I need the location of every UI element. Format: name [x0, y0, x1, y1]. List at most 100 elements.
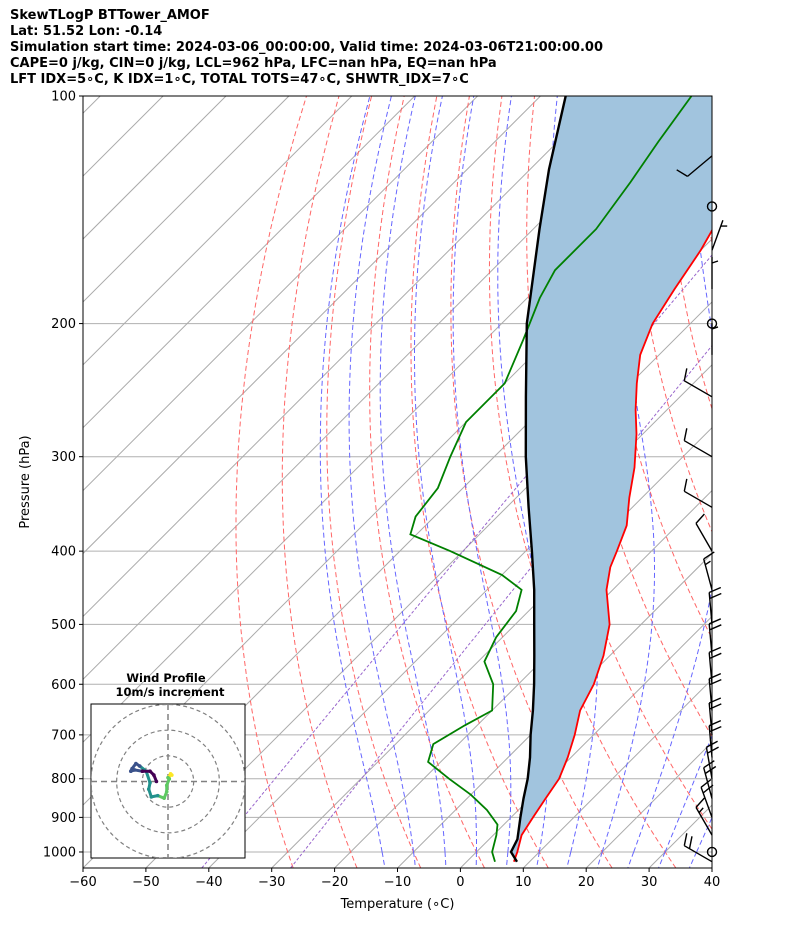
- moist-adiabat: [536, 851, 540, 868]
- hodograph-point: [162, 796, 166, 800]
- y-axis-label: Pressure (hPa): [18, 435, 33, 528]
- x-tick-label: 20: [578, 875, 595, 890]
- wind-barb: [676, 155, 713, 177]
- hodograph-point: [148, 769, 152, 774]
- x-tick-label: −10: [384, 875, 411, 890]
- stability-line: CAPE=0 j/kg, CIN=0 j/kg, LCL=962 hPa, LF…: [10, 56, 497, 71]
- profile-series: [409, 96, 712, 863]
- hodograph-point: [132, 768, 137, 772]
- x-axis-label: Temperature (∘C): [340, 897, 455, 912]
- moist-adiabat: [414, 96, 477, 852]
- hodograph-point: [128, 769, 133, 774]
- wind-barb: [683, 478, 713, 508]
- y-tick-label: 1000: [43, 845, 76, 860]
- y-tick-label: 800: [51, 772, 76, 787]
- moist-adiabat: [633, 96, 712, 853]
- moist-adiabat: [319, 96, 383, 853]
- x-tick-label: 10: [515, 875, 532, 890]
- hodograph-point: [134, 761, 138, 766]
- isotherm-line: [522, 678, 712, 868]
- moist-adiabat: [379, 96, 446, 853]
- mixing-ratio-line: [201, 254, 712, 868]
- dry-adiabat: [730, 96, 794, 868]
- dry-adiabat: [235, 96, 307, 868]
- moist-adiabat: [505, 851, 509, 868]
- y-tick-label: 300: [51, 450, 76, 465]
- wind-barb: [711, 219, 728, 251]
- isotherm-line: [83, 96, 541, 555]
- dry-adiabat: [410, 96, 549, 868]
- hodograph-point: [164, 789, 169, 794]
- hodograph-subtitle: 10m/s increment: [116, 685, 225, 699]
- figure-header: SkewTLogP BTTower_AMOF Lat: 51.52 Lon: -…: [10, 8, 603, 88]
- y-tick-label: 600: [51, 678, 76, 693]
- x-tick-label: −40: [195, 875, 222, 890]
- time-line: Simulation start time: 2024-03-06_00:00:…: [10, 40, 603, 55]
- shaded-area: [511, 96, 712, 862]
- wind-barb: [683, 428, 713, 458]
- moist-adiabat: [452, 96, 512, 853]
- y-tick-label: 500: [51, 618, 76, 633]
- wind-barb: [703, 551, 715, 590]
- hodograph-plot: [91, 704, 245, 858]
- isotherm-line: [83, 96, 353, 366]
- dry-adiabat: [326, 96, 422, 868]
- x-tick-label: 0: [456, 875, 464, 890]
- x-tick-label: −60: [69, 875, 96, 890]
- hodograph-point: [140, 769, 145, 774]
- wind-barbs: [676, 155, 728, 863]
- moist-adiabat: [596, 851, 603, 868]
- isotherm-line: [83, 96, 227, 240]
- x-tick-label: 40: [704, 875, 721, 890]
- isotherm-line: [83, 96, 101, 114]
- dewpoint-line: [409, 96, 693, 862]
- wind-barb: [708, 646, 722, 685]
- isotherm-line: [83, 96, 604, 618]
- y-tick-label: 200: [51, 317, 76, 332]
- parcel-profile-line: [509, 96, 567, 863]
- indices-line: LFT IDX=5∘C, K IDX=1∘C, TOTAL TOTS=47∘C,…: [10, 72, 469, 87]
- hodograph-title: Wind Profile: [126, 671, 206, 685]
- hodograph-point: [148, 780, 152, 785]
- isotherm-line: [83, 96, 478, 492]
- y-tick-label: 400: [51, 545, 76, 560]
- dry-adiabat: [369, 96, 485, 868]
- moist-adiabat: [601, 96, 655, 853]
- y-tick-label: 700: [51, 728, 76, 743]
- x-tick-label: −50: [132, 875, 159, 890]
- x-tick-label: −20: [321, 875, 348, 890]
- isotherm-line: [83, 96, 667, 681]
- hodograph-point: [164, 783, 169, 788]
- dry-adiabat: [281, 96, 358, 868]
- axes: −60 −50 −40 −30 −20 −10 0 10 20 30 40 100 200 300 400 5…: [18, 90, 720, 913]
- wind-barb: [695, 797, 713, 836]
- isotherm-line: [83, 96, 290, 303]
- moist-adiabat: [720, 852, 728, 870]
- hodograph-segment: [144, 769, 152, 785]
- hodograph-point: [146, 787, 151, 791]
- moist-adiabat: [497, 96, 552, 853]
- moist-adiabat: [413, 851, 417, 868]
- isotherm-line: [775, 96, 794, 868]
- hodograph-point: [167, 777, 172, 781]
- moist-adiabat: [627, 851, 635, 868]
- moist-adiabat: [348, 96, 414, 853]
- wind-barb: [695, 513, 713, 552]
- isotherm-line: [83, 96, 416, 429]
- isotherm-line: [271, 426, 712, 868]
- moist-adiabat: [657, 851, 666, 868]
- wind-barb: [711, 257, 719, 289]
- wind-barb: [683, 833, 713, 863]
- dry-adiabat: [763, 96, 794, 868]
- wind-barb: [683, 368, 713, 398]
- isotherm-line: [711, 867, 712, 868]
- hodograph-point: [152, 773, 156, 777]
- moist-adiabat: [688, 851, 698, 868]
- dry-adiabat: [450, 96, 613, 868]
- cape-fill: [511, 96, 712, 862]
- location-line: Lat: 51.52 Lon: -0.14: [10, 24, 163, 39]
- moist-adiabat: [381, 851, 386, 868]
- hodograph-point: [149, 795, 154, 799]
